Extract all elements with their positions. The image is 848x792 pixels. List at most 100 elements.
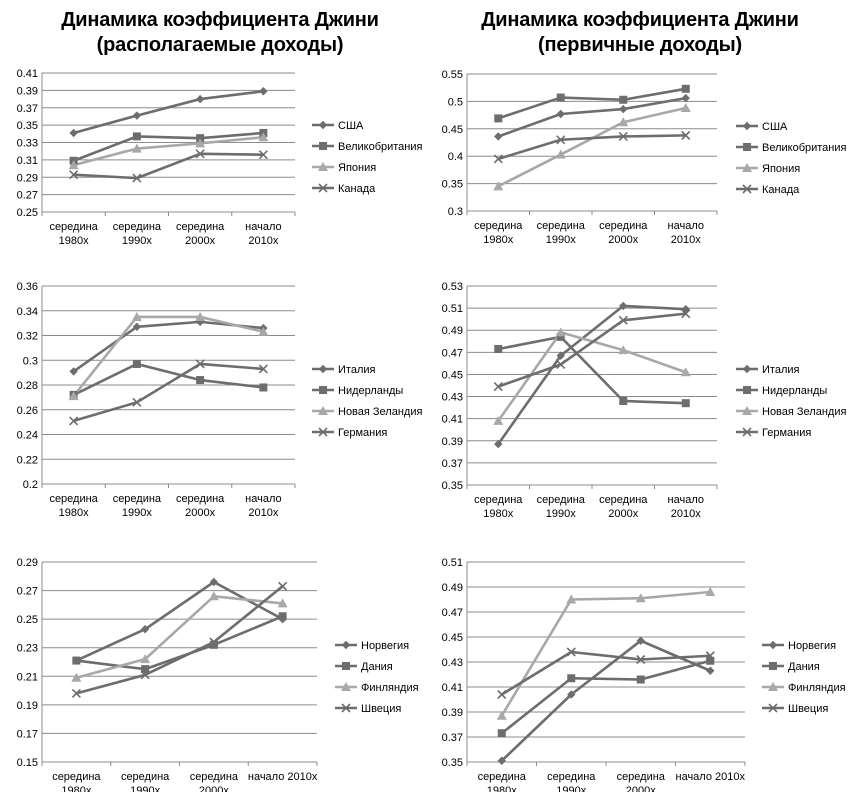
c2-data-point — [258, 364, 268, 374]
c4-legend-label: Швеция — [361, 703, 401, 715]
c5-y-tick-label: 0.51 — [442, 557, 463, 569]
c5-data-point — [705, 587, 716, 596]
c4-y-tick-label: 0.17 — [17, 728, 38, 740]
c1-series-line-0 — [497, 96, 686, 138]
c3-data-point — [618, 345, 629, 355]
c1-legend-label: Канада — [762, 184, 800, 196]
c2-data-point — [68, 391, 79, 401]
c5-data-point — [567, 690, 576, 699]
c0-x-tick-label: середина — [113, 221, 162, 233]
c0-legend-label: Канада — [338, 183, 376, 195]
c3-y-tick-label: 0.41 — [442, 414, 463, 426]
c1-x-tick-label: 2000х — [608, 234, 638, 246]
c2-legend-label: Германия — [338, 427, 387, 439]
c3-legend-marker — [742, 406, 752, 415]
c3-data-point — [556, 351, 565, 360]
c1-series-line-2 — [497, 106, 687, 188]
c3-x-tick-label: середина — [599, 494, 648, 506]
c4-x-tick-label: 2000х — [199, 785, 229, 792]
c2-x-tick-label: середина — [49, 493, 98, 505]
c5-data-point — [497, 729, 506, 738]
c4-x-tick-label: 1980х — [61, 785, 91, 792]
c0-y-tick-label: 0.31 — [17, 155, 38, 167]
c1-y-tick-label: 0.35 — [442, 179, 463, 191]
c3-legend-label: Нидерланды — [762, 385, 827, 397]
c4-data-point — [209, 577, 219, 587]
c2-data-point — [131, 311, 142, 321]
c5-legend-marker — [769, 662, 777, 670]
c1-legend-label: Великобритания — [762, 142, 847, 154]
c3-data-point — [618, 315, 628, 325]
c5-y-tick-label: 0.47 — [442, 607, 463, 619]
c4-y-tick-label: 0.21 — [17, 671, 38, 683]
c1-data-point — [681, 93, 690, 103]
c0-x-tick-label: 1980х — [59, 235, 89, 247]
c3-y-tick-label: 0.47 — [442, 347, 463, 359]
c0-legend-marker — [319, 142, 327, 150]
c2-data-point — [69, 416, 79, 426]
c0-data-point — [132, 132, 141, 141]
c4-data-point — [208, 591, 219, 601]
c1-data-point — [681, 130, 691, 140]
c1-data-point — [619, 95, 628, 104]
c5-y-tick-label: 0.45 — [442, 632, 463, 644]
c0-y-tick-label: 0.35 — [17, 120, 38, 132]
chart-title-left-line2: (располагаемые доходы) — [96, 34, 344, 56]
c1-data-point — [556, 109, 565, 119]
c1-y-tick-label: 0.55 — [442, 69, 463, 81]
c2-y-tick-label: 0.28 — [17, 380, 38, 392]
c4-data-point — [71, 672, 82, 682]
c4-x-tick-label: 1990х — [130, 785, 160, 792]
c2-y-tick-label: 0.36 — [17, 281, 38, 293]
c0-x-tick-label: 1990х — [122, 235, 152, 247]
c1-y-tick-label: 0.5 — [448, 96, 463, 108]
c2-series-line-3 — [73, 362, 264, 423]
c0-data-point — [259, 87, 268, 96]
c2-y-tick-label: 0.34 — [17, 306, 38, 318]
c4-x-tick-label: середина — [121, 771, 170, 783]
c2-data-point — [258, 326, 269, 336]
c5-y-tick-label: 0.39 — [442, 707, 463, 719]
c2-legend-marker — [318, 364, 328, 374]
c3-data-point — [493, 382, 503, 392]
c5-data-point — [635, 593, 646, 603]
c1-x-tick-label: 1980х — [483, 234, 513, 246]
c3-legend-marker — [742, 364, 752, 374]
c3-legend-marker — [742, 427, 752, 437]
c5-data-point — [496, 710, 507, 720]
c2-y-tick-label: 0.2 — [23, 479, 38, 491]
c0-data-point — [132, 173, 142, 183]
c4-legend-label: Финляндия — [361, 682, 419, 694]
c0-legend-marker — [318, 183, 328, 193]
c4-data-point — [209, 640, 218, 649]
c5-series-line-3 — [501, 650, 711, 696]
c1-data-point — [618, 131, 628, 142]
c0-data-point — [258, 150, 268, 160]
c1-legend-marker — [742, 184, 752, 194]
c5-data-point — [705, 651, 715, 661]
c1-legend-marker — [742, 163, 752, 172]
c2-legend-marker — [319, 386, 327, 394]
c5-y-tick-label: 0.35 — [442, 757, 463, 769]
c5-x-tick-label: 2000х — [626, 785, 656, 792]
c3-y-tick-label: 0.45 — [442, 369, 463, 381]
c1-legend-marker — [743, 143, 751, 151]
c3-x-tick-label: середина — [537, 494, 586, 506]
c0-x-tick-label: 2000х — [185, 235, 215, 247]
c5-x-tick-label: середина — [547, 771, 596, 783]
c5-data-point — [636, 675, 645, 684]
c1-x-tick-label: начало — [668, 220, 704, 232]
c3-data-point — [619, 301, 628, 311]
c4-data-point — [141, 665, 150, 674]
c4-series-line-2 — [76, 594, 283, 679]
c5-x-tick-label: середина — [478, 771, 527, 783]
c5-x-tick-label: середина — [617, 771, 666, 783]
c5-series-line-1 — [500, 659, 711, 735]
c4-data-point — [140, 670, 150, 680]
c3-x-tick-label: 1990х — [546, 508, 576, 520]
c0-data-point — [258, 132, 269, 142]
c3-y-tick-label: 0.37 — [442, 458, 463, 470]
c1-y-tick-label: 0.3 — [448, 206, 463, 218]
c2-y-tick-label: 0.26 — [17, 405, 38, 417]
c2-series-line-0 — [72, 320, 264, 373]
